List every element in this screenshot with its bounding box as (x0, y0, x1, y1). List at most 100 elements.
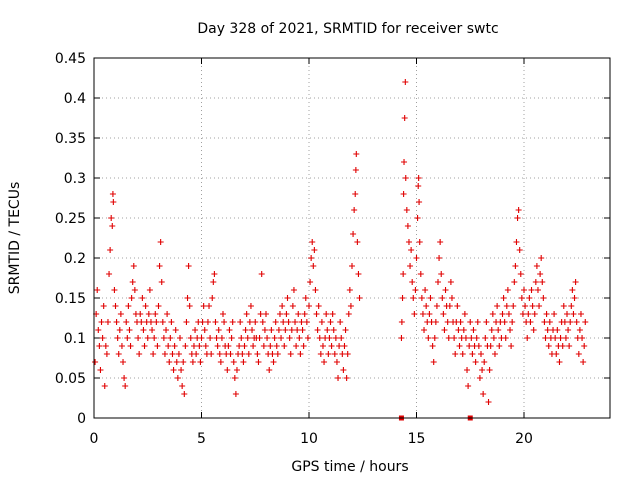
data-point (559, 343, 566, 349)
data-point (525, 311, 532, 317)
data-point (543, 311, 550, 317)
data-point (129, 279, 136, 285)
data-point (163, 327, 170, 333)
data-point (422, 287, 429, 293)
data-point (218, 335, 225, 341)
data-point (297, 351, 304, 357)
data-point (92, 359, 99, 365)
data-point (526, 295, 533, 301)
data-point (313, 311, 320, 317)
data-point (425, 335, 432, 341)
data-point (202, 343, 209, 349)
data-point (567, 319, 574, 325)
x-axis-label: GPS time / hours (291, 459, 408, 475)
data-point (332, 335, 339, 341)
data-point (475, 343, 482, 349)
data-point (139, 295, 146, 301)
data-point (338, 335, 345, 341)
data-point (481, 359, 488, 365)
data-point (110, 199, 117, 205)
data-point (533, 263, 540, 269)
data-point (462, 335, 469, 341)
data-point (339, 351, 346, 357)
data-point (209, 295, 216, 301)
data-point (456, 343, 463, 349)
data-point (352, 191, 359, 197)
data-point (554, 327, 561, 333)
data-point (402, 175, 409, 181)
data-point (183, 319, 190, 325)
data-point (333, 359, 340, 365)
data-point (125, 303, 132, 309)
data-point (172, 327, 179, 333)
data-point (341, 343, 348, 349)
data-point (199, 319, 206, 325)
data-point (398, 319, 405, 325)
data-point (343, 375, 350, 381)
data-point (103, 351, 110, 357)
data-point (482, 335, 489, 341)
data-point (411, 311, 418, 317)
data-point (342, 327, 349, 333)
data-point (243, 311, 250, 317)
data-point (230, 359, 237, 365)
data-point (289, 303, 296, 309)
data-point (469, 351, 476, 357)
data-point (490, 335, 497, 341)
data-point (149, 327, 156, 333)
data-point (255, 359, 262, 365)
data-point (147, 319, 154, 325)
data-point (505, 311, 512, 317)
data-point (98, 319, 105, 325)
data-point (213, 335, 220, 341)
data-point (314, 327, 321, 333)
data-point (571, 295, 578, 301)
data-point (355, 271, 362, 277)
data-point (237, 319, 244, 325)
data-point (224, 367, 231, 373)
data-point (499, 311, 506, 317)
data-point (96, 343, 103, 349)
data-point (159, 319, 166, 325)
data-point (511, 279, 518, 285)
data-point (581, 343, 588, 349)
x-tick-label: 10 (300, 431, 318, 447)
data-point (410, 295, 417, 301)
data-point (441, 327, 448, 333)
data-point (112, 303, 119, 309)
data-point (400, 271, 407, 277)
data-point (239, 351, 246, 357)
data-point (413, 255, 420, 261)
y-tick-label: 0.2 (64, 251, 86, 267)
data-point (433, 303, 440, 309)
data-point (328, 343, 335, 349)
data-point (311, 247, 318, 253)
data-point (182, 343, 189, 349)
data-point (557, 335, 564, 341)
data-point (580, 359, 587, 365)
data-point (99, 335, 106, 341)
data-point (513, 239, 520, 245)
data-point (573, 319, 580, 325)
data-point (512, 263, 519, 269)
data-point (349, 263, 355, 269)
data-point (150, 351, 157, 357)
data-point (454, 303, 461, 309)
data-point (294, 327, 301, 333)
data-point (545, 343, 552, 349)
data-point (500, 295, 507, 301)
data-point (408, 247, 415, 253)
y-tick-label: 0 (77, 411, 86, 427)
data-point (208, 351, 215, 357)
data-point (540, 295, 547, 301)
data-point (476, 375, 483, 381)
data-point (488, 327, 495, 333)
data-point (542, 335, 549, 341)
data-point (491, 351, 498, 357)
y-tick-label: 0.3 (64, 171, 86, 187)
data-point (94, 287, 101, 293)
data-point (319, 343, 326, 349)
data-point (521, 287, 527, 293)
data-point (100, 303, 107, 309)
